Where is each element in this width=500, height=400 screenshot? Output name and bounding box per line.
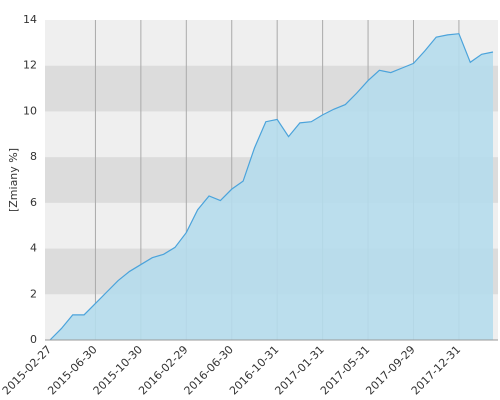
y-axis-label: [Zmiany %]	[7, 148, 20, 212]
y-tick-label: 8	[30, 150, 37, 163]
y-tick-label: 2	[30, 287, 37, 300]
y-tick-label: 0	[30, 333, 37, 346]
y-tick-label: 14	[23, 13, 37, 26]
line	[49, 33, 494, 341]
y-tick-label: 12	[23, 59, 37, 72]
area	[50, 33, 493, 340]
y-tick-label: 6	[30, 196, 37, 209]
x-tick-label: 2017-12-31	[409, 343, 463, 397]
y-tick-label: 4	[30, 242, 37, 255]
y-tick-label: 10	[23, 104, 37, 117]
